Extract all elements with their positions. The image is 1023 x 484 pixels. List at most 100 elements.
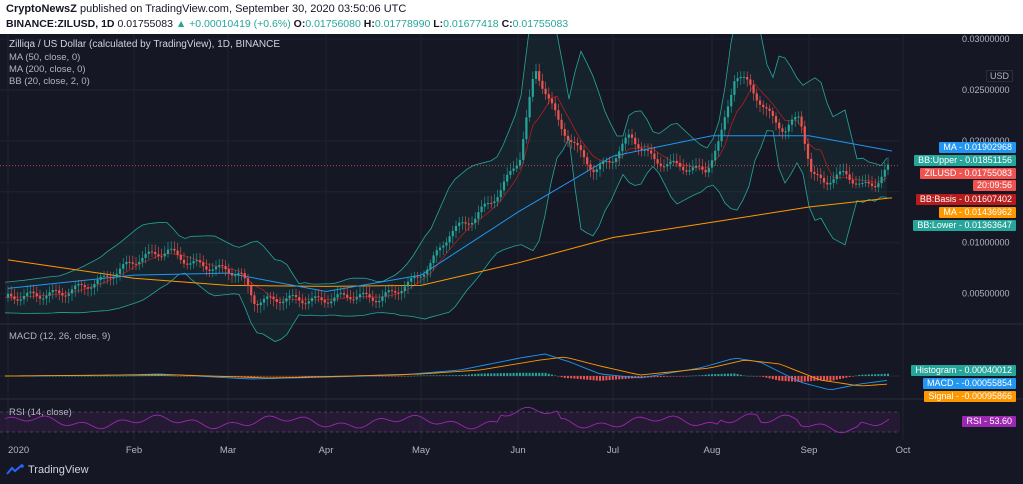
candle-body: [192, 260, 195, 264]
candle-body: [234, 275, 237, 277]
currency-label[interactable]: USD: [985, 70, 1013, 82]
quote-line: BINANCE:ZILUSD, 1D 0.01755083 ▲ +0.00010…: [6, 18, 568, 30]
candle-body: [854, 183, 858, 185]
legend-ma50[interactable]: MA (50, close, 0): [9, 52, 81, 63]
candle-body: [525, 117, 528, 140]
macd-histogram-bar: [538, 372, 541, 376]
candle-body: [230, 273, 234, 276]
macd-histogram-bar: [55, 375, 57, 377]
macd-histogram-bar: [595, 376, 598, 381]
macd-histogram-bar: [573, 376, 576, 379]
candle-body: [768, 108, 771, 111]
legend-ma200[interactable]: MA (200, close, 0): [9, 64, 86, 75]
macd-histogram-bar: [871, 374, 873, 376]
signal-line: [4, 356, 888, 387]
tag-label: Histogram: [915, 365, 957, 375]
tag-label: BB:Basis: [919, 194, 957, 204]
tag-label: MA: [943, 207, 957, 217]
macd-histogram-bar: [263, 376, 265, 377]
macd-histogram-bar: [512, 372, 515, 376]
macd-histogram-bar: [864, 374, 867, 376]
macd-histogram-bar: [637, 376, 640, 378]
macd-histogram-bar: [755, 376, 758, 377]
macd-histogram-bar: [765, 376, 768, 378]
macd-histogram-bar: [752, 375, 755, 377]
macd-histogram-bar: [304, 376, 307, 377]
candle-body: [74, 285, 77, 290]
macd-histogram-bar: [791, 376, 793, 382]
candle-body: [566, 135, 570, 141]
legend-bb[interactable]: BB (20, close, 2, 0): [9, 76, 90, 87]
macd-histogram-bar: [106, 375, 109, 377]
macd-histogram-bar: [586, 376, 589, 380]
candle-body: [554, 103, 557, 111]
candle-body: [810, 158, 813, 172]
macd-histogram-bar: [861, 374, 864, 376]
candle-body: [739, 76, 742, 79]
candle-body: [659, 163, 662, 167]
price-chart[interactable]: 0.03000000 0.02500000 0.02000000 0.01000000…: [0, 0, 1023, 460]
legend-rsi[interactable]: RSI (14, close): [9, 407, 72, 418]
macd-histogram-bar: [474, 373, 477, 376]
candle-body: [362, 292, 365, 295]
candle-body: [461, 222, 464, 224]
candle-body: [723, 117, 726, 130]
macd-histogram-bar: [391, 376, 393, 377]
macd-histogram-bar: [682, 376, 685, 377]
macd-histogram-bar: [237, 376, 240, 377]
candle-body: [573, 141, 576, 143]
macd-histogram-bar: [839, 376, 841, 379]
candle-body: [16, 299, 19, 301]
candle-body: [112, 277, 115, 279]
candle-body: [438, 247, 442, 251]
candle-body: [122, 264, 125, 269]
macd-histogram-bar: [112, 375, 115, 377]
macd-histogram-bar: [688, 375, 691, 377]
macd-histogram-bar: [506, 373, 509, 376]
macd-histogram-bar: [279, 376, 281, 377]
candle-body: [29, 291, 32, 293]
macd-histogram-bar: [851, 376, 854, 377]
macd-histogram-bar: [429, 375, 432, 376]
candle-body: [630, 134, 634, 138]
macd-histogram-bar: [663, 376, 665, 377]
macd-histogram-bar: [96, 375, 99, 377]
macd-histogram-bar: [835, 376, 838, 380]
macd-histogram-bar: [432, 375, 435, 376]
candle-body: [246, 278, 250, 286]
candle-body: [490, 203, 493, 205]
candle-body: [426, 269, 429, 275]
candle-body: [147, 251, 150, 254]
candle-body: [275, 299, 278, 302]
candle-body: [349, 297, 352, 300]
candle-body: [627, 134, 630, 138]
macd-histogram-bar: [99, 375, 102, 377]
candle-body: [32, 291, 35, 294]
tag-label: BB:Upper: [918, 155, 958, 165]
tag-value: 0.01363647: [964, 220, 1012, 230]
macd-histogram-bar: [503, 373, 505, 376]
candle-body: [861, 183, 864, 185]
tradingview-logo[interactable]: TradingView: [6, 464, 89, 476]
macd-histogram-bar: [87, 375, 89, 377]
tag-bb-basis: BB:Basis - 0.01607402: [915, 194, 1016, 205]
candle-body: [435, 250, 438, 256]
macd-histogram-bar: [103, 375, 105, 377]
macd-histogram-bar: [528, 372, 531, 376]
candle-body: [714, 150, 717, 161]
macd-histogram-bar: [186, 376, 189, 377]
macd-histogram-bar: [160, 375, 163, 376]
candle-body: [269, 296, 272, 298]
macd-histogram-bar: [35, 375, 38, 377]
candle-body: [870, 183, 874, 186]
macd-histogram-bar: [176, 375, 179, 377]
chart-area[interactable]: 0.03000000 0.02500000 0.02000000 0.01000000…: [0, 0, 1023, 460]
macd-histogram-bar: [173, 375, 176, 377]
candle-body: [547, 94, 550, 99]
macd-histogram-bar: [669, 376, 672, 377]
candle-body: [448, 236, 451, 243]
candle-body: [70, 289, 74, 294]
macd-histogram-bar: [471, 374, 473, 376]
legend-macd[interactable]: MACD (12, 26, close, 9): [9, 331, 111, 342]
macd-histogram-bar: [611, 376, 614, 380]
